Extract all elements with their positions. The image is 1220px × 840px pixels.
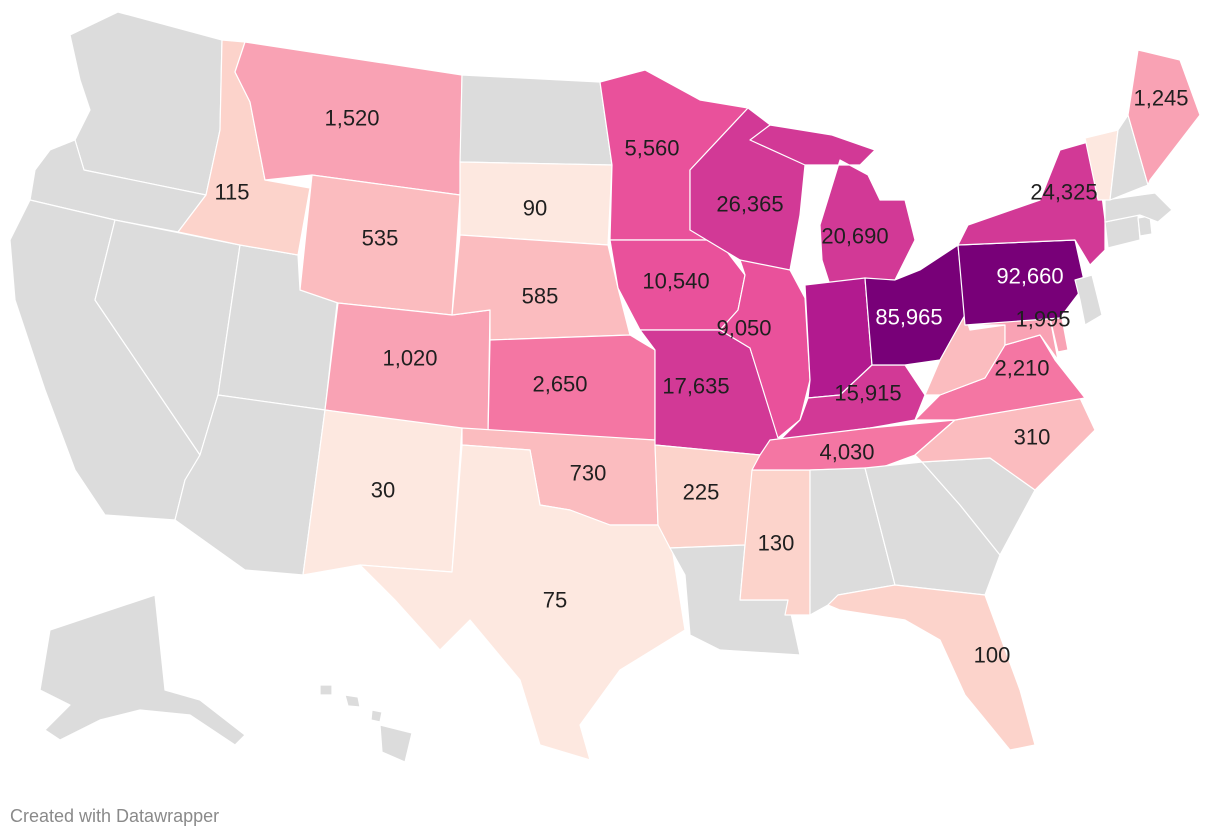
state-label-ne: 585 [522,284,559,309]
state-label-ny: 24,325 [1030,180,1097,205]
state-ky[interactable] [779,364,926,441]
states-layer [9,11,1201,763]
state-label-tx: 75 [543,588,567,613]
state-me[interactable] [1127,49,1201,186]
state-mi[interactable] [749,124,916,286]
state-ak[interactable] [39,594,246,746]
state-label-mi: 20,690 [821,224,888,249]
state-label-ia: 10,540 [642,269,709,294]
state-label-co: 1,020 [382,346,437,371]
state-label-tn: 4,030 [819,440,874,465]
state-label-il: 9,050 [716,316,771,341]
state-tx[interactable] [359,444,686,761]
state-hi[interactable] [319,684,413,763]
us-choropleth-map: 115 1,520 535 1,020 30 90 585 2,650 730 75 5,560 10… [9,11,1201,763]
state-fl[interactable] [827,584,1036,751]
state-label-md: 1,995 [1015,307,1070,332]
state-label-fl: 100 [974,643,1011,668]
state-nj[interactable] [1074,274,1103,326]
state-ma[interactable] [1104,192,1173,223]
credit-text[interactable]: Created with Datawrapper [10,806,220,826]
state-label-mt: 1,520 [324,106,379,131]
state-label-mo: 17,635 [662,374,729,399]
state-label-nm: 30 [371,478,395,503]
state-label-oh: 85,965 [875,305,942,330]
state-label-id: 115 [214,180,249,205]
state-wa[interactable] [69,11,223,196]
state-label-ar: 225 [683,480,720,505]
state-label-me: 1,245 [1133,86,1188,111]
state-label-va: 2,210 [994,356,1049,381]
state-label-nc: 310 [1014,425,1051,450]
state-label-ks: 2,650 [532,372,587,397]
labels-layer: 115 1,520 535 1,020 30 90 585 2,650 730 75 5,560 10… [214,86,1188,668]
state-label-mn: 5,560 [624,136,679,161]
state-label-ms: 130 [758,531,795,556]
state-il[interactable] [719,259,811,439]
state-label-ok: 730 [570,461,607,486]
state-label-ky: 15,915 [834,381,901,406]
state-label-pa: 92,660 [996,264,1063,289]
state-label-wy: 535 [362,226,399,251]
state-nd[interactable] [459,74,613,166]
state-label-sd: 90 [523,196,547,221]
state-ny[interactable] [957,139,1106,266]
state-label-wi: 26,365 [716,192,783,217]
